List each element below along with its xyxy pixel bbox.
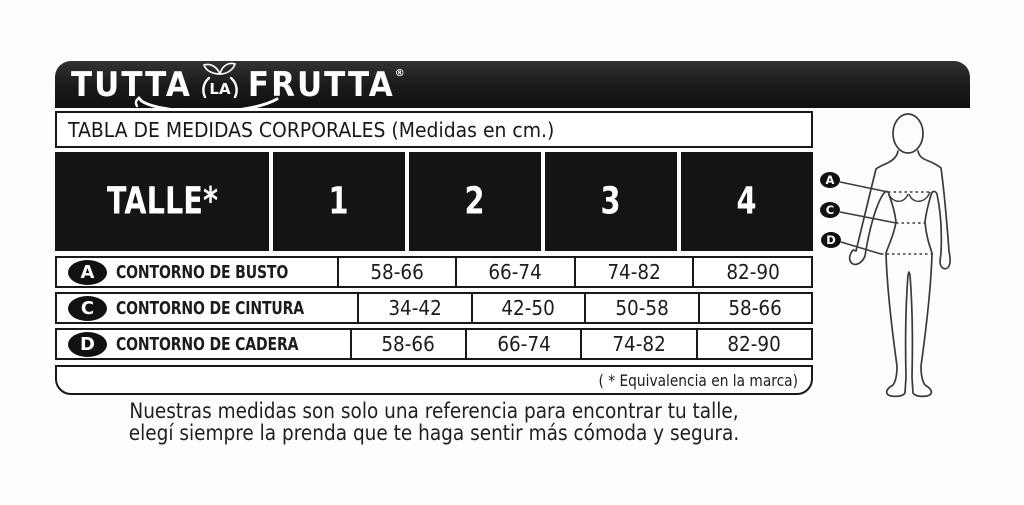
- cintura-size-3: 50-58: [615, 296, 669, 320]
- cintura-size-1: 34-42: [388, 296, 442, 320]
- header-cell-size-3: 3: [545, 152, 677, 251]
- row-label-cintura: CONTORNO DE CINTURA: [116, 297, 304, 319]
- figure-marker-c-badge: [820, 202, 840, 218]
- value-cell: 42-50: [470, 294, 585, 322]
- body-outline: [848, 150, 951, 398]
- cadera-size-4: 82-90: [727, 332, 782, 356]
- row-label-cell: A CONTORNO DE BUSTO: [57, 258, 337, 286]
- apple-side-left: [202, 76, 211, 99]
- head-outline: [892, 113, 924, 154]
- disclaimer-line-1: Nuestras medidas son solo una referencia…: [129, 399, 739, 423]
- logo-word-tutta: TUTTA: [71, 65, 192, 104]
- row-label-busto: CONTORNO DE BUSTO: [116, 261, 289, 283]
- busto-size-4: 82-90: [725, 260, 780, 284]
- marker-d-badge: D: [68, 331, 107, 357]
- leaf-right-icon: [218, 62, 236, 75]
- value-cell: 58-66: [349, 330, 465, 358]
- value-cell: 50-58: [584, 294, 698, 322]
- leader-line-d: [840, 241, 882, 255]
- footnote-text: ( * Equivalencia en la marca): [598, 370, 798, 390]
- figure-marker-d-letter: D: [826, 233, 836, 247]
- cintura-size-2: 42-50: [501, 296, 556, 320]
- apple-outline-icon: LA: [202, 62, 238, 99]
- value-cell: 58-66: [697, 294, 812, 322]
- header-label-talle: TALLE*: [106, 179, 218, 224]
- value-cell: 34-42: [357, 294, 471, 322]
- cadera-size-2: 66-74: [496, 332, 551, 356]
- header-cell-size-4: 4: [681, 152, 813, 251]
- brand-logo-bar: TUTTA LA FRUTTA ®: [55, 61, 970, 114]
- figure-marker-d-badge: [821, 232, 841, 248]
- busto-size-1: 58-66: [370, 260, 424, 284]
- header-cell-size-2: 2: [409, 152, 541, 251]
- cintura-size-4: 58-66: [728, 296, 783, 320]
- header-cell-size-1: 1: [273, 152, 405, 251]
- value-cell: 74-82: [580, 330, 695, 358]
- value-cell: 66-74: [465, 330, 580, 358]
- body-figure-svg: A C D: [820, 113, 951, 398]
- table-title-bar: TABLA DE MEDIDAS CORPORALES (Medidas en …: [55, 111, 813, 148]
- value-cell: 66-74: [455, 258, 574, 286]
- leaf-left-icon: [202, 63, 222, 75]
- marker-c-badge: C: [68, 295, 107, 321]
- value-cell: 82-90: [692, 258, 811, 286]
- header-label-size-1: 1: [328, 179, 350, 224]
- value-cell: 58-66: [336, 258, 456, 286]
- apple-side-right: [229, 76, 238, 99]
- header-label-size-3: 3: [600, 179, 622, 224]
- table-row-cintura: C CONTORNO DE CINTURA 34-42 42-50 50-58 …: [55, 292, 813, 324]
- table-row-busto: A CONTORNO DE BUSTO 58-66 66-74 74-82 82…: [55, 256, 813, 288]
- busto-size-3: 74-82: [607, 260, 661, 284]
- header-label-size-4: 4: [736, 179, 758, 224]
- figure-marker-c-letter: C: [826, 203, 834, 217]
- apple-logo-icon: LA: [194, 61, 246, 108]
- disclaimer-line-2: elegí siempre la prenda que te haga sent…: [128, 421, 740, 445]
- cadera-size-3: 74-82: [612, 332, 666, 356]
- leader-line-c: [839, 211, 897, 224]
- disclaimer: Nuestras medidas son solo una referencia…: [55, 400, 813, 444]
- table-header-row: TALLE* 1 2 3 4: [55, 152, 813, 251]
- logo-word-frutta: FRUTTA: [247, 65, 395, 104]
- leader-line-a: [839, 181, 889, 193]
- busto-size-2: 66-74: [488, 260, 543, 284]
- row-label-cell: C CONTORNO DE CINTURA: [57, 294, 357, 322]
- row-label-cadera: CONTORNO DE CADERA: [116, 333, 299, 355]
- figure-marker-a-badge: [820, 172, 840, 188]
- cadera-size-1: 58-66: [381, 332, 436, 356]
- header-cell-talle: TALLE*: [55, 152, 269, 251]
- table-row-cadera: D CONTORNO DE CADERA 58-66 66-74 74-82 8…: [55, 328, 813, 360]
- table-title: TABLA DE MEDIDAS CORPORALES (Medidas en …: [68, 117, 555, 142]
- row-label-cell: D CONTORNO DE CADERA: [57, 330, 350, 358]
- figure-marker-a-letter: A: [826, 173, 835, 187]
- body-measurement-figure: A C D: [813, 105, 983, 405]
- table-footnote-row: ( * Equivalencia en la marca): [55, 365, 813, 395]
- header-label-size-2: 2: [464, 179, 486, 224]
- logo-word-la: LA: [209, 80, 231, 98]
- value-cell: 74-82: [573, 258, 693, 286]
- registered-trademark: ®: [394, 68, 405, 79]
- value-cell: 82-90: [695, 330, 811, 358]
- marker-a-badge: A: [68, 259, 107, 285]
- bust-curves: [887, 191, 931, 202]
